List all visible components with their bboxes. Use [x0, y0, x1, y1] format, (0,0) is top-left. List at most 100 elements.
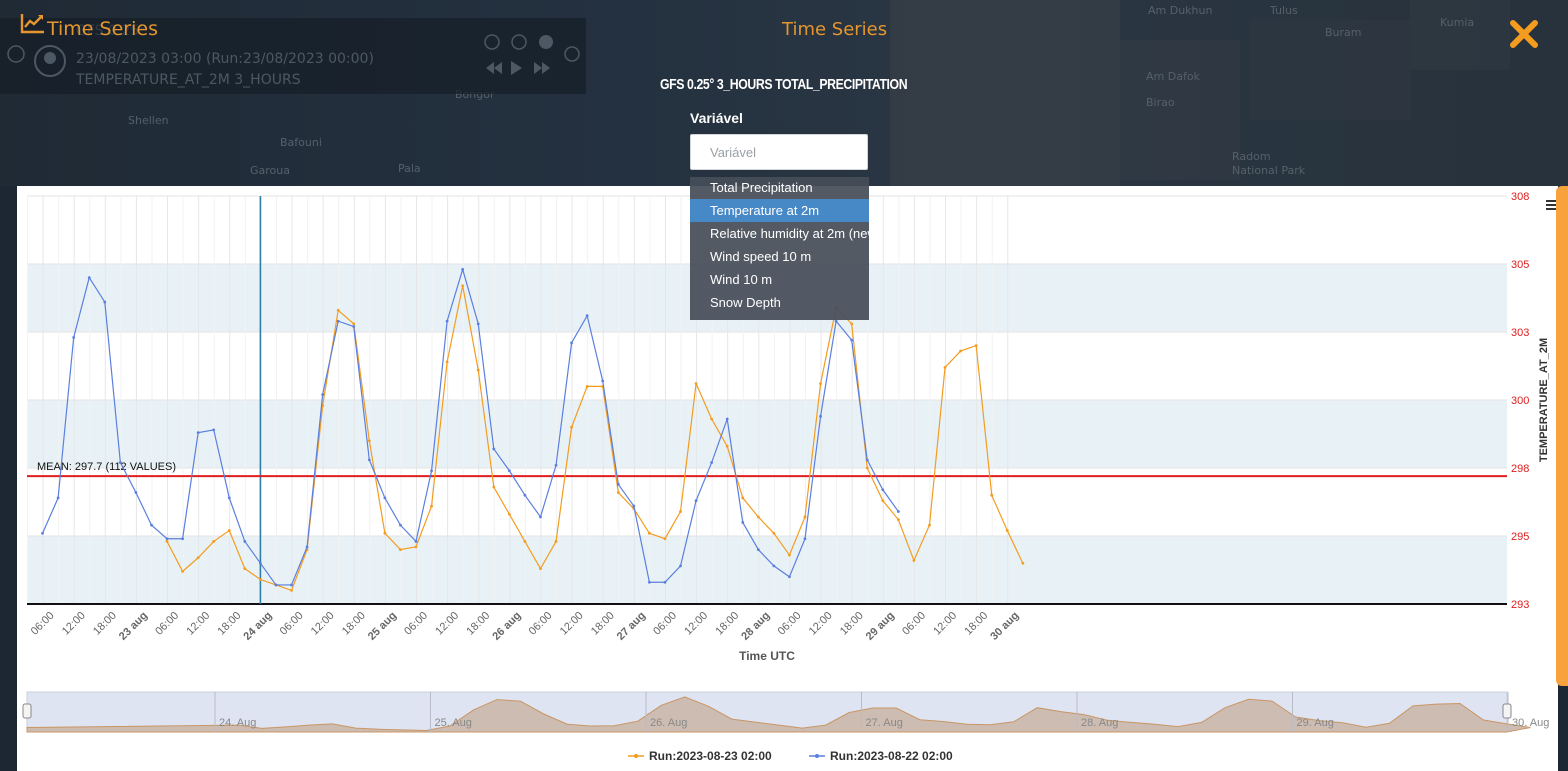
- option-wind-speed-10m[interactable]: Wind speed 10 m: [710, 249, 812, 264]
- map-label: Buram: [1325, 26, 1362, 39]
- x-tick-label: 18:00: [713, 610, 741, 638]
- data-point: [336, 319, 340, 323]
- legend-item[interactable]: Run:2023-08-23 02:00: [649, 749, 772, 763]
- x-tick-label: 18:00: [91, 610, 119, 638]
- x-tick-label: 29 aug: [864, 610, 897, 643]
- x-tick-label: 12:00: [807, 610, 835, 638]
- data-point: [632, 504, 636, 508]
- y-tick-label: 303: [1511, 327, 1529, 339]
- scrollbar[interactable]: [1556, 186, 1568, 686]
- x-tick-label: 12:00: [682, 610, 710, 638]
- map-label: Pala: [398, 162, 421, 175]
- data-point: [539, 567, 542, 571]
- data-point: [741, 496, 745, 500]
- weather-icon: [34, 45, 66, 77]
- data-point: [305, 545, 309, 549]
- data-point: [990, 493, 994, 497]
- plot-band: [27, 536, 1507, 604]
- x-tick-label: 27 aug: [615, 610, 648, 643]
- y-axis-title: TEMPERATURE_AT_2M: [1538, 338, 1550, 462]
- data-point: [788, 575, 791, 579]
- data-point: [554, 540, 558, 543]
- data-point: [554, 463, 558, 467]
- option-total-precipitation[interactable]: Total Precipitation: [710, 180, 813, 195]
- data-point: [445, 360, 449, 364]
- map-label: Tulus: [1270, 4, 1298, 17]
- data-point: [663, 537, 667, 541]
- data-point: [679, 510, 682, 513]
- data-point: [850, 322, 854, 326]
- x-tick-label: 12:00: [184, 610, 212, 638]
- x-tick-label: 06:00: [900, 610, 928, 638]
- data-point: [803, 515, 807, 519]
- data-point: [336, 308, 340, 312]
- y-tick-label: 298: [1511, 463, 1529, 475]
- data-point: [72, 336, 76, 339]
- map-tile: [890, 0, 1120, 186]
- data-point: [616, 491, 620, 494]
- data-point: [819, 382, 822, 386]
- x-axis-title: Time UTC: [739, 649, 795, 663]
- map-tile: [1250, 20, 1410, 120]
- data-point: [881, 499, 885, 503]
- data-point: [165, 537, 169, 541]
- x-tick-label: 12:00: [309, 610, 337, 638]
- legend-symbol[interactable]: [815, 754, 819, 758]
- x-tick-label: 12:00: [60, 610, 88, 638]
- x-tick-label: 06:00: [153, 610, 181, 638]
- data-point: [788, 553, 791, 557]
- chart-menu-icon[interactable]: [1546, 200, 1556, 212]
- data-point: [865, 458, 869, 462]
- playback-controls-icon: [484, 34, 580, 75]
- y-tick-label: 308: [1511, 191, 1529, 203]
- data-point: [181, 569, 185, 573]
- data-point: [259, 578, 262, 581]
- data-point: [819, 414, 822, 418]
- data-point: [274, 583, 278, 587]
- navigator-handle[interactable]: [22, 703, 32, 719]
- header-center-title: Time Series: [782, 19, 888, 40]
- variable-search-input[interactable]: [690, 134, 868, 170]
- data-point: [772, 531, 776, 535]
- data-point: [974, 344, 978, 347]
- map-tile: [1120, 40, 1240, 180]
- data-point: [476, 368, 480, 372]
- navigator-label: 29. Aug: [1297, 717, 1334, 729]
- data-point: [243, 540, 247, 543]
- legend-symbol[interactable]: [634, 754, 638, 758]
- data-point: [430, 504, 433, 508]
- option-wind-10m[interactable]: Wind 10 m: [710, 272, 773, 287]
- data-point: [585, 314, 589, 318]
- x-tick-label: 18:00: [464, 610, 492, 638]
- data-point: [367, 439, 371, 443]
- data-point: [648, 531, 651, 535]
- x-tick-label: 18:00: [962, 610, 990, 638]
- navigator-label: 24. Aug: [219, 717, 256, 729]
- option-relative-humidity[interactable]: Relative humidity at 2m (new: [710, 226, 869, 241]
- map-label: Radom: [1232, 150, 1271, 163]
- modal-title: Time Series: [47, 18, 158, 40]
- x-tick-label: 18:00: [215, 610, 243, 638]
- legend-item[interactable]: Run:2023-08-22 02:00: [830, 749, 953, 763]
- option-snow-depth[interactable]: Snow Depth: [710, 295, 781, 310]
- data-point: [243, 567, 247, 571]
- background-info-panel: GFS 0.25° 23/08/2023 03:00 (Run:23/08/20…: [0, 18, 586, 94]
- data-point: [414, 545, 418, 549]
- data-point: [212, 540, 216, 543]
- data-point: [259, 561, 262, 565]
- data-point: [492, 485, 496, 489]
- data-point: [756, 515, 760, 519]
- data-point: [570, 341, 573, 345]
- background-top-line: GFS 0.25°: [76, 23, 147, 39]
- data-point: [694, 382, 698, 386]
- option-temperature-at-2m[interactable]: Temperature at 2m: [690, 199, 869, 222]
- data-point: [181, 537, 185, 541]
- data-point: [507, 469, 511, 473]
- navigator-handle[interactable]: [1502, 703, 1512, 719]
- data-point: [663, 580, 667, 584]
- data-point: [1005, 529, 1009, 532]
- close-icon[interactable]: [1508, 18, 1540, 50]
- data-point: [523, 493, 527, 497]
- navigator-label: 25. Aug: [435, 717, 472, 729]
- data-point: [679, 564, 682, 568]
